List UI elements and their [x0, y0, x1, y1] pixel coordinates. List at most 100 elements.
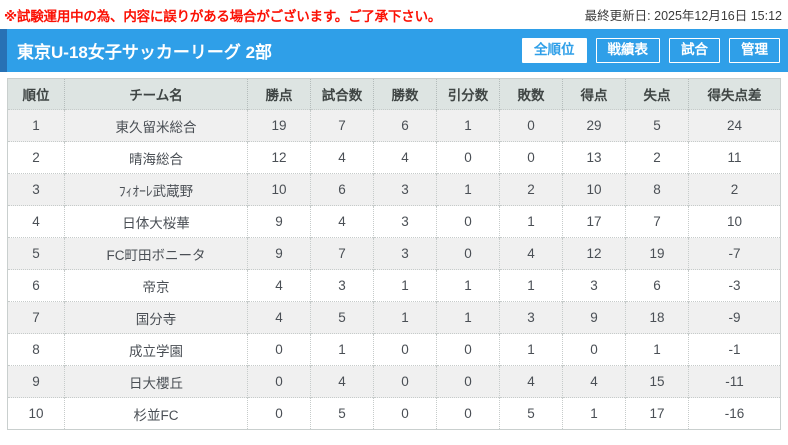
cell-drawn: 0	[436, 397, 500, 430]
tab-matches[interactable]: 試合	[669, 38, 720, 63]
column-header-lost[interactable]: 敗数	[499, 78, 563, 110]
cell-goals-against: 5	[625, 109, 689, 142]
cell-goals-against: 19	[625, 237, 689, 270]
table-row[interactable]: 1 東久留米総合 19 7 6 1 0 29 5 24	[7, 109, 781, 142]
cell-drawn: 0	[436, 237, 500, 270]
cell-goal-diff: -3	[688, 269, 781, 302]
table-row[interactable]: 4 日体大桜華 9 4 3 0 1 17 7 10	[7, 205, 781, 238]
table-row[interactable]: 9 日大櫻丘 0 4 0 0 4 4 15 -11	[7, 365, 781, 398]
cell-rank: 8	[7, 333, 65, 366]
cell-team: FC町田ボニータ	[64, 237, 248, 270]
cell-points: 0	[247, 333, 311, 366]
table-row[interactable]: 6 帝京 4 3 1 1 1 3 6 -3	[7, 269, 781, 302]
cell-team: 成立学園	[64, 333, 248, 366]
table-header-row: 順位 チーム名 勝点 試合数 勝数 引分数 敗数 得点 失点 得失点差	[7, 78, 781, 110]
table-row[interactable]: 3 ﾌｨｵｰﾚ武蔵野 10 6 3 1 2 10 8 2	[7, 173, 781, 206]
cell-points: 4	[247, 269, 311, 302]
cell-team: 国分寺	[64, 301, 248, 334]
column-header-rank[interactable]: 順位	[7, 78, 65, 110]
cell-played: 4	[310, 205, 374, 238]
cell-won: 0	[373, 333, 437, 366]
cell-goals-for: 17	[562, 205, 626, 238]
last-updated-label: 最終更新日: 2025年12月16日 15:12	[584, 9, 782, 23]
cell-lost: 0	[499, 109, 563, 142]
cell-points: 12	[247, 141, 311, 174]
cell-played: 7	[310, 237, 374, 270]
cell-lost: 2	[499, 173, 563, 206]
cell-drawn: 1	[436, 301, 500, 334]
cell-played: 7	[310, 109, 374, 142]
cell-team: 帝京	[64, 269, 248, 302]
table-row[interactable]: 7 国分寺 4 5 1 1 3 9 18 -9	[7, 301, 781, 334]
cell-goals-for: 4	[562, 365, 626, 398]
cell-played: 5	[310, 397, 374, 430]
cell-goals-against: 18	[625, 301, 689, 334]
cell-team: 東久留米総合	[64, 109, 248, 142]
cell-lost: 4	[499, 365, 563, 398]
cell-won: 0	[373, 397, 437, 430]
cell-goals-against: 6	[625, 269, 689, 302]
cell-points: 0	[247, 397, 311, 430]
cell-goals-against: 1	[625, 333, 689, 366]
trial-operation-warning: ※試験運用中の為、内容に誤りがある場合がございます。ご了承下さい。	[4, 8, 442, 24]
cell-points: 4	[247, 301, 311, 334]
cell-won: 1	[373, 269, 437, 302]
cell-rank: 6	[7, 269, 65, 302]
cell-goal-diff: 10	[688, 205, 781, 238]
cell-drawn: 0	[436, 365, 500, 398]
cell-goals-against: 15	[625, 365, 689, 398]
column-header-won[interactable]: 勝数	[373, 78, 437, 110]
cell-goals-for: 9	[562, 301, 626, 334]
standings-table-body: 1 東久留米総合 19 7 6 1 0 29 5 24 2 晴海総合 12 4 4 0 0 13 2 11 3 ﾌｨｵｰﾚ…	[7, 109, 781, 430]
header-accent-bar	[0, 29, 7, 72]
cell-goals-against: 8	[625, 173, 689, 206]
column-header-goals-for[interactable]: 得点	[562, 78, 626, 110]
cell-drawn: 0	[436, 141, 500, 174]
cell-goals-for: 13	[562, 141, 626, 174]
cell-played: 4	[310, 141, 374, 174]
tab-results-table[interactable]: 戦績表	[595, 38, 660, 63]
tab-admin[interactable]: 管理	[729, 38, 780, 63]
cell-goal-diff: -9	[688, 301, 781, 334]
cell-goals-against: 2	[625, 141, 689, 174]
cell-team: ﾌｨｵｰﾚ武蔵野	[64, 173, 248, 206]
cell-lost: 1	[499, 269, 563, 302]
cell-team: 杉並FC	[64, 397, 248, 430]
cell-points: 10	[247, 173, 311, 206]
cell-drawn: 1	[436, 269, 500, 302]
cell-points: 9	[247, 237, 311, 270]
cell-won: 3	[373, 173, 437, 206]
cell-goal-diff: 2	[688, 173, 781, 206]
league-header: 東京U-18女子サッカーリーグ 2部 全順位 戦績表 試合 管理	[0, 29, 788, 72]
header-button-group: 全順位 戦績表 試合 管理	[522, 38, 780, 63]
cell-drawn: 1	[436, 173, 500, 206]
column-header-played[interactable]: 試合数	[310, 78, 374, 110]
cell-drawn: 0	[436, 205, 500, 238]
cell-lost: 1	[499, 205, 563, 238]
column-header-drawn[interactable]: 引分数	[436, 78, 500, 110]
cell-points: 0	[247, 365, 311, 398]
cell-lost: 4	[499, 237, 563, 270]
column-header-points[interactable]: 勝点	[247, 78, 311, 110]
cell-rank: 4	[7, 205, 65, 238]
cell-won: 3	[373, 205, 437, 238]
cell-goals-for: 29	[562, 109, 626, 142]
cell-rank: 5	[7, 237, 65, 270]
cell-rank: 7	[7, 301, 65, 334]
column-header-team[interactable]: チーム名	[64, 78, 248, 110]
cell-goal-diff: -16	[688, 397, 781, 430]
column-header-goals-against[interactable]: 失点	[625, 78, 689, 110]
cell-team: 日大櫻丘	[64, 365, 248, 398]
table-row[interactable]: 2 晴海総合 12 4 4 0 0 13 2 11	[7, 141, 781, 174]
cell-rank: 9	[7, 365, 65, 398]
cell-played: 4	[310, 365, 374, 398]
table-row[interactable]: 10 杉並FC 0 5 0 0 5 1 17 -16	[7, 397, 781, 430]
column-header-goal-diff[interactable]: 得失点差	[688, 78, 781, 110]
table-row[interactable]: 8 成立学園 0 1 0 0 1 0 1 -1	[7, 333, 781, 366]
cell-lost: 1	[499, 333, 563, 366]
tab-all-standings[interactable]: 全順位	[522, 38, 587, 63]
cell-played: 5	[310, 301, 374, 334]
table-row[interactable]: 5 FC町田ボニータ 9 7 3 0 4 12 19 -7	[7, 237, 781, 270]
cell-goal-diff: -1	[688, 333, 781, 366]
cell-goals-for: 12	[562, 237, 626, 270]
